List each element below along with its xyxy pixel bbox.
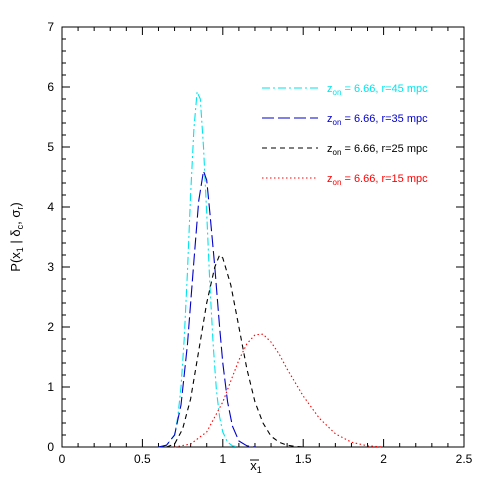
legend: zon = 6.66, r=45 mpc zon = 6.66, r=35 mpc… bbox=[262, 83, 428, 187]
x-tick-label: 0.5 bbox=[134, 452, 151, 466]
series-line-2 bbox=[158, 170, 256, 448]
series-lines bbox=[158, 91, 384, 448]
y-tick-label: 0 bbox=[47, 440, 54, 454]
legend-label-1: zon = 6.66, r=45 mpc bbox=[327, 83, 428, 97]
legend-label-2: zon = 6.66, r=35 mpc bbox=[327, 113, 428, 127]
x-tick-label: 1.5 bbox=[295, 452, 312, 466]
tick-labels: 0 0.5 1 1.5 2 2.5 0 1 2 3 4 5 6 7 bbox=[47, 20, 472, 466]
svg-text:x1: x1 bbox=[250, 458, 262, 475]
x-tick-label: 2 bbox=[380, 452, 387, 466]
y-tick-label: 1 bbox=[47, 380, 54, 394]
series-line-3 bbox=[166, 254, 304, 448]
legend-label-4: zon = 6.66, r=15 mpc bbox=[327, 173, 428, 187]
legend-label-3: zon = 6.66, r=25 mpc bbox=[327, 143, 428, 157]
y-tick-label: 4 bbox=[47, 200, 54, 214]
y-tick-label: 2 bbox=[47, 320, 54, 334]
series-line-1 bbox=[158, 91, 239, 448]
x-tick-label: 2.5 bbox=[456, 452, 473, 466]
series-line-4 bbox=[174, 333, 384, 448]
x-tick-label: 1 bbox=[219, 452, 226, 466]
ticks bbox=[61, 26, 465, 448]
x-tick-label: 0 bbox=[59, 452, 66, 466]
plot-frame bbox=[61, 26, 465, 448]
svg-text:P(x1 | δc, σr): P(x1 | δc, σr) bbox=[8, 202, 25, 271]
y-tick-label: 5 bbox=[47, 140, 54, 154]
x-axis-label: x1 bbox=[250, 458, 262, 475]
y-tick-label: 3 bbox=[47, 260, 54, 274]
y-tick-label: 7 bbox=[47, 20, 54, 34]
y-axis-label: P(x1 | δc, σr) bbox=[8, 202, 25, 271]
y-tick-label: 6 bbox=[47, 80, 54, 94]
